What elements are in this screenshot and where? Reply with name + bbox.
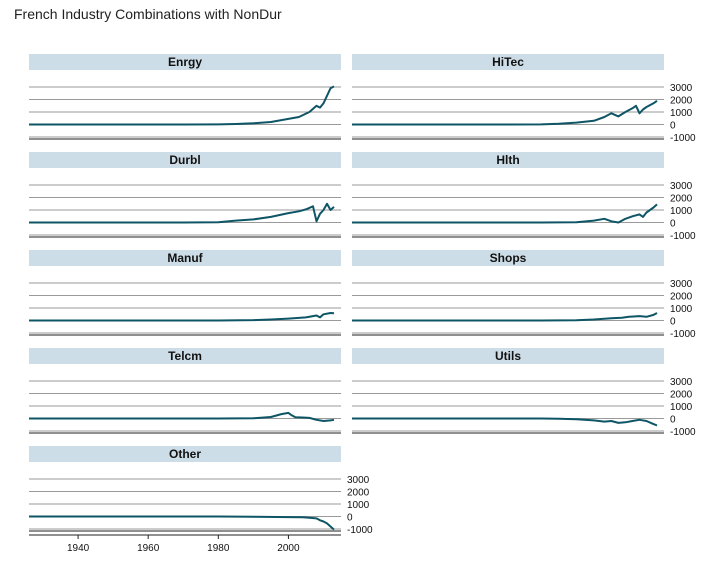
series-line-durbl (29, 202, 335, 224)
y-tick-label: 0 (670, 415, 676, 426)
strip-shops (352, 250, 664, 266)
strip-label-enrgy: Enrgy (168, 55, 202, 69)
strip-enrgy (29, 54, 341, 70)
y-tick-label: 2000 (347, 488, 370, 499)
y-tick-label: 0 (670, 121, 676, 132)
series-line-manuf (29, 312, 335, 322)
strip-hitec (352, 54, 664, 70)
series-line-utils (352, 417, 658, 427)
strip-label-telcm: Telcm (168, 349, 202, 363)
y-tick-label: 3000 (670, 377, 693, 388)
strip-telcm (29, 348, 341, 364)
y-tick-label: 0 (670, 317, 676, 328)
y-tick-label: 2000 (670, 292, 693, 303)
x-tick-label: 1980 (207, 543, 230, 554)
y-tick-label: 3000 (670, 181, 693, 192)
series-line-other (29, 515, 335, 531)
y-tick-label: 0 (347, 513, 353, 524)
series-line-telcm (29, 411, 335, 422)
page-title: French Industry Combinations with NonDur (14, 6, 282, 22)
y-tick-label: 2000 (670, 390, 693, 401)
strip-label-hlth: Hlth (496, 153, 519, 167)
strip-manuf (29, 250, 341, 266)
series-line-enrgy (29, 85, 335, 126)
y-tick-label: 1000 (670, 402, 693, 413)
y-tick-label: 1000 (670, 206, 693, 217)
y-tick-label: -1000 (347, 525, 373, 536)
strip-hlth (352, 152, 664, 168)
y-tick-label: 1000 (670, 108, 693, 119)
series-line-hitec (352, 99, 658, 126)
strip-label-manuf: Manuf (167, 251, 203, 265)
x-tick-label: 1940 (67, 543, 90, 554)
y-tick-label: 3000 (347, 475, 370, 486)
y-tick-label: -1000 (670, 133, 696, 144)
y-tick-label: 3000 (670, 279, 693, 290)
y-tick-label: -1000 (670, 329, 696, 340)
strip-label-shops: Shops (490, 251, 527, 265)
strip-label-other: Other (169, 447, 201, 461)
y-tick-label: 2000 (670, 194, 693, 205)
strip-label-utils: Utils (495, 349, 521, 363)
y-tick-label: 1000 (347, 500, 370, 511)
y-tick-label: 2000 (670, 96, 693, 107)
strip-other (29, 446, 341, 462)
x-tick-label: 1960 (137, 543, 160, 554)
y-tick-label: 0 (670, 219, 676, 230)
strip-utils (352, 348, 664, 364)
y-tick-label: -1000 (670, 231, 696, 242)
series-line-shops (352, 312, 658, 322)
y-tick-label: 3000 (670, 83, 693, 94)
y-tick-label: 1000 (670, 304, 693, 315)
strip-label-durbl: Durbl (169, 153, 200, 167)
x-tick-label: 2000 (277, 543, 300, 554)
strip-label-hitec: HiTec (492, 55, 524, 69)
y-tick-label: -1000 (670, 427, 696, 438)
series-line-hlth (352, 203, 658, 224)
strip-durbl (29, 152, 341, 168)
